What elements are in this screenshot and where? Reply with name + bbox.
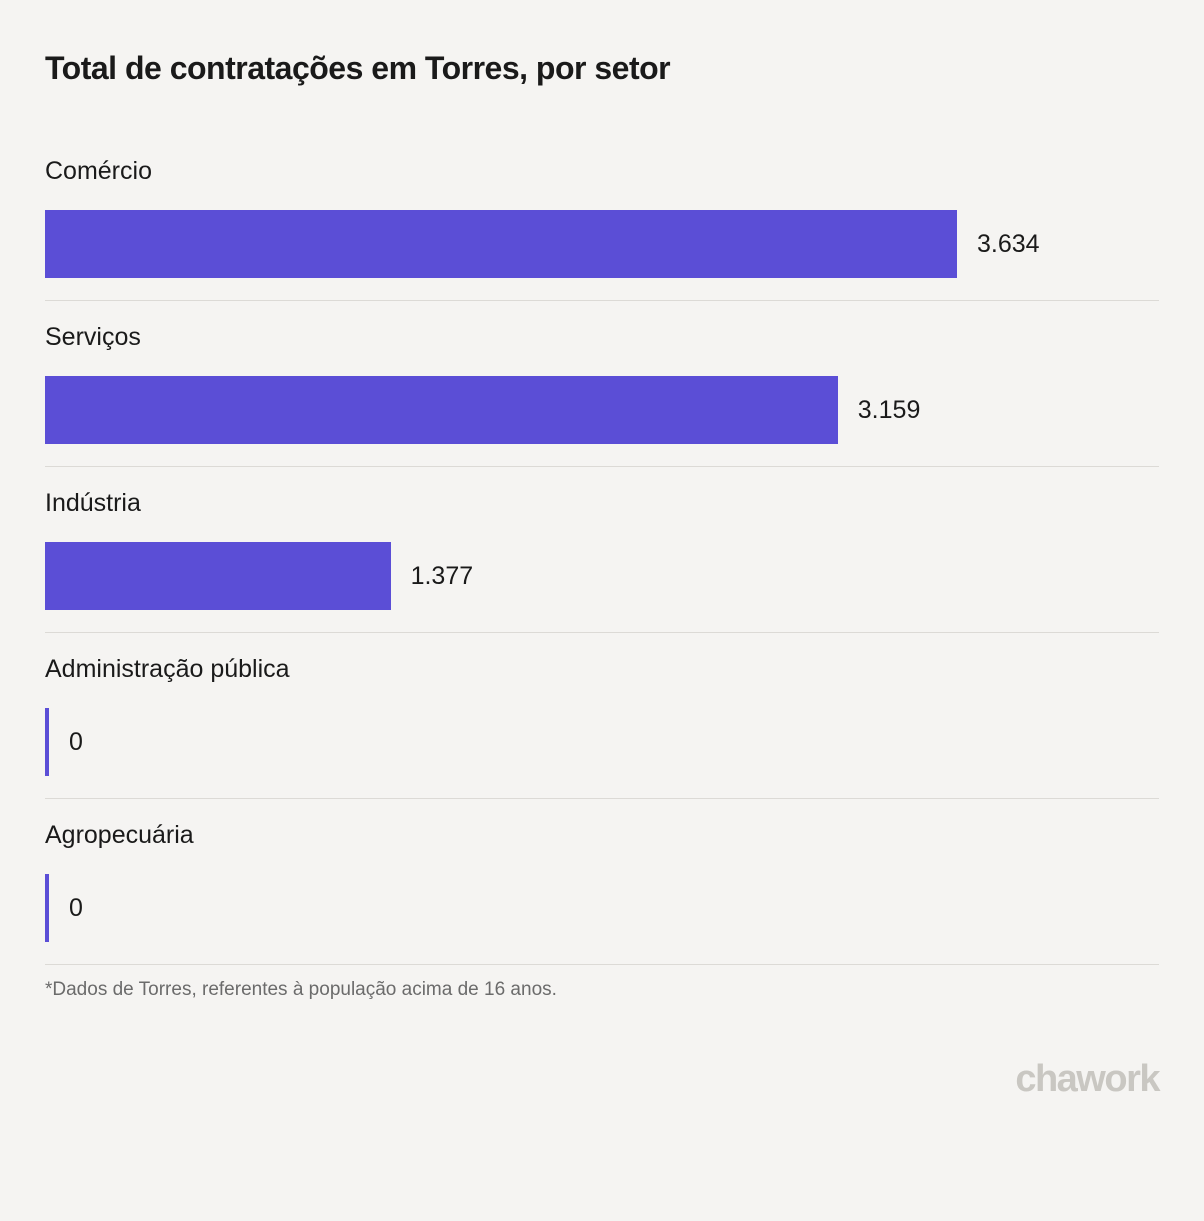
bar-value: 3.159 <box>858 396 921 425</box>
row-label: Serviços <box>45 323 1159 352</box>
chart-row: Administração pública 0 <box>45 633 1159 799</box>
bar <box>45 874 49 942</box>
bar-track <box>45 542 391 610</box>
chart-row: Indústria 1.377 <box>45 467 1159 633</box>
bar <box>45 376 838 444</box>
bar-container: 0 <box>45 708 1159 776</box>
bar-container: 3.159 <box>45 376 1159 444</box>
chart-row: Agropecuária 0 <box>45 799 1159 965</box>
chart-row: Comércio 3.634 <box>45 157 1159 301</box>
bar-track <box>45 708 49 776</box>
row-label: Indústria <box>45 489 1159 518</box>
bar <box>45 542 391 610</box>
row-label: Agropecuária <box>45 821 1159 850</box>
bar-value: 0 <box>69 728 83 757</box>
bar-track <box>45 376 838 444</box>
chart-title: Total de contratações em Torres, por set… <box>45 50 1159 87</box>
bar-value: 1.377 <box>411 562 474 591</box>
bar-container: 1.377 <box>45 542 1159 610</box>
chart-row: Serviços 3.159 <box>45 301 1159 467</box>
brand-logo: chawork <box>1015 1058 1159 1101</box>
bar-track <box>45 874 49 942</box>
bar <box>45 210 957 278</box>
bar-value: 0 <box>69 894 83 923</box>
bar <box>45 708 49 776</box>
row-label: Administração pública <box>45 655 1159 684</box>
bar-track <box>45 210 957 278</box>
chart-footnote: *Dados de Torres, referentes à população… <box>45 979 1159 1001</box>
row-label: Comércio <box>45 157 1159 186</box>
bar-value: 3.634 <box>977 230 1040 259</box>
chart-container: Comércio 3.634 Serviços 3.159 Indústria … <box>45 157 1159 965</box>
bar-container: 0 <box>45 874 1159 942</box>
bar-container: 3.634 <box>45 210 1159 278</box>
